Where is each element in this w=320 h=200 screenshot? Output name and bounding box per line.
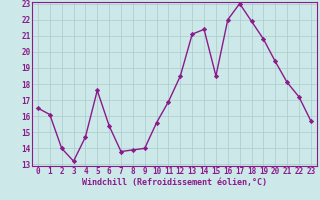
X-axis label: Windchill (Refroidissement éolien,°C): Windchill (Refroidissement éolien,°C) [82,178,267,187]
